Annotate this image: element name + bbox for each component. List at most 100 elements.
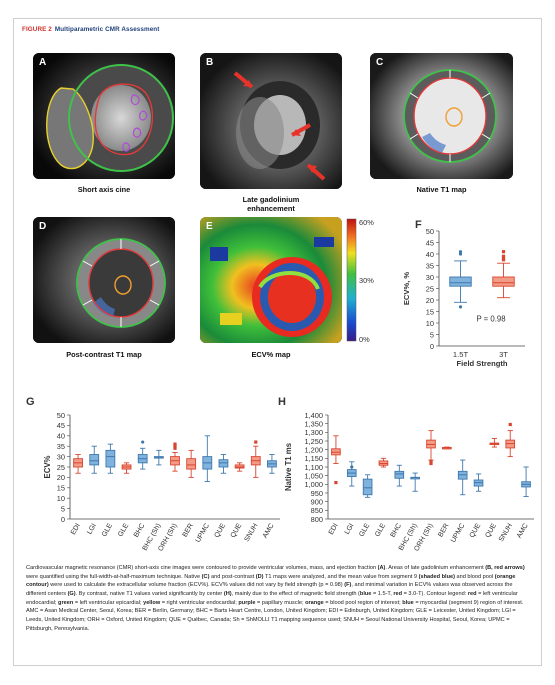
box-gle (362, 478, 373, 496)
panel-b-caption: Late gadolinium enhancement (200, 195, 342, 214)
caption-segment: = papillary muscle; (255, 599, 306, 606)
panel-e-caption: ECV% map (251, 350, 291, 359)
caption-segment: = blood pool region of interest; (323, 599, 403, 606)
outlier-point (501, 257, 506, 261)
y-tick-label: 30 (426, 273, 434, 282)
caption-segment: (B, red arrows) (485, 565, 525, 571)
y-tick-label: 1,150 (305, 454, 324, 463)
x-category-label: GLE (358, 522, 371, 538)
x-category-label: QUE (214, 522, 228, 539)
caption-segment: (F) (344, 582, 352, 589)
panel-a-letter: A (39, 57, 47, 68)
panel-c-letter: C (376, 57, 384, 68)
x-category-label: LGI (344, 522, 356, 535)
y-tick-label: 900 (311, 497, 323, 506)
panel-a-caption: Short axis cine (77, 185, 131, 194)
y-tick-label: 25 (426, 284, 434, 293)
panel-d-image: D (33, 217, 175, 343)
caption-segment: (C) (201, 573, 210, 580)
outlier-point (501, 250, 506, 254)
y-tick-label: 1,400 (305, 411, 324, 420)
chart-h: H8008509009501,0001,0501,1001,1501,2001,… (278, 396, 534, 553)
outlier-point (501, 254, 506, 258)
y-tick-label: 40 (57, 432, 65, 441)
y-axis-title: ECV%, % (402, 272, 411, 306)
y-tick-label: 1,100 (305, 463, 324, 472)
outlier-point (458, 305, 463, 309)
x-category-label: GLE (101, 522, 114, 538)
panel-f-letter: F (415, 219, 422, 231)
box-bhc (394, 470, 405, 479)
colorbar-tick-mid: 30% (359, 276, 374, 285)
caption-segment: = 3.0-T). Contour legend: (402, 590, 468, 597)
panel-d-letter: D (39, 221, 47, 232)
y-tick-label: 25 (57, 463, 65, 472)
caption-segment: (A) (377, 565, 386, 571)
figure-label: FIGURE 2 (22, 26, 52, 33)
native-t1-map-image (370, 53, 513, 179)
caption-segment: T1 maps were analyzed, and the mean valu… (263, 573, 419, 580)
y-tick-label: 800 (311, 515, 323, 524)
y-tick-label: 10 (426, 319, 434, 328)
caption-segment: (shaded blue) (418, 573, 455, 580)
caption-segment: . Areas of late gadolinium enhancement (385, 565, 486, 571)
caption-segment: yellow (143, 599, 161, 606)
caption-segment: were quantified using the full-width-at-… (26, 573, 202, 580)
y-tick-label: 50 (57, 411, 65, 420)
y-tick-label: 5 (61, 504, 65, 513)
y-tick-label: 1,250 (305, 437, 324, 446)
y-axis-title: ECV% (43, 455, 52, 478)
y-tick-label: 35 (57, 442, 65, 451)
outlier-point (334, 481, 338, 485)
x-category-label: 3T (499, 350, 508, 359)
y-tick-label: 1,350 (305, 419, 324, 428)
y-tick-label: 20 (57, 473, 65, 482)
x-category-label: GLE (374, 522, 387, 538)
caption-segment: Cardiovascular magnetic resonance (CMR) … (26, 565, 378, 571)
colorbar-tick-top: 60% (359, 218, 374, 227)
colorbar-tick-bottom: 0% (359, 335, 370, 344)
panel-b-letter: B (206, 57, 214, 68)
caption-segment: = left ventricular endocardial; (26, 590, 518, 606)
x-category-label: SNUH (244, 523, 260, 544)
caption-segment: blue (359, 590, 372, 597)
x-category-label: AMC (262, 523, 276, 540)
y-tick-label: 35 (426, 261, 434, 270)
y-tick-label: 1,050 (305, 471, 324, 480)
y-tick-label: 850 (311, 506, 323, 515)
caption-segment: (D) (255, 573, 264, 580)
panel-e-letter: E (206, 221, 213, 232)
x-category-label: EDI (328, 522, 340, 536)
outlier-point (173, 444, 177, 448)
y-tick-label: 45 (57, 421, 65, 430)
caption-segment: red (467, 590, 477, 597)
x-category-label: UPMC (195, 523, 211, 544)
y-tick-label: 10 (57, 494, 65, 503)
y-tick-label: 950 (311, 489, 323, 498)
panel-c-caption: Native T1 map (416, 185, 467, 194)
y-tick-label: 5 (430, 330, 434, 339)
x-category-label: SNUH (498, 523, 514, 544)
box-que (218, 459, 229, 468)
post-contrast-t1-map-image (33, 217, 175, 343)
caption-segment: , and minimal variation in ECV% values w… (26, 582, 513, 597)
x-category-label: BER (437, 523, 450, 539)
y-tick-label: 0 (430, 342, 434, 351)
caption-segment: = left ventricular epicardial; (73, 599, 144, 606)
y-tick-label: 15 (426, 307, 434, 316)
x-category-label: AMC (516, 523, 530, 540)
p-value-annotation: P = 0.98 (476, 314, 505, 323)
outlier-point (429, 460, 433, 464)
outlier-point (173, 442, 177, 446)
x-category-label: GLE (117, 522, 130, 538)
outlier-point (508, 422, 512, 427)
y-tick-label: 50 (426, 227, 434, 236)
caption-segment: blue (402, 599, 414, 606)
caption-segment: (orange contour) (26, 573, 516, 589)
ecv-colorbar: 60% 30% 0% (346, 218, 374, 344)
caption-segment: (G) (67, 590, 76, 597)
panel-a-image: A (33, 53, 175, 179)
panel-h-letter: H (278, 396, 286, 408)
x-category-label: QUE (230, 522, 244, 539)
